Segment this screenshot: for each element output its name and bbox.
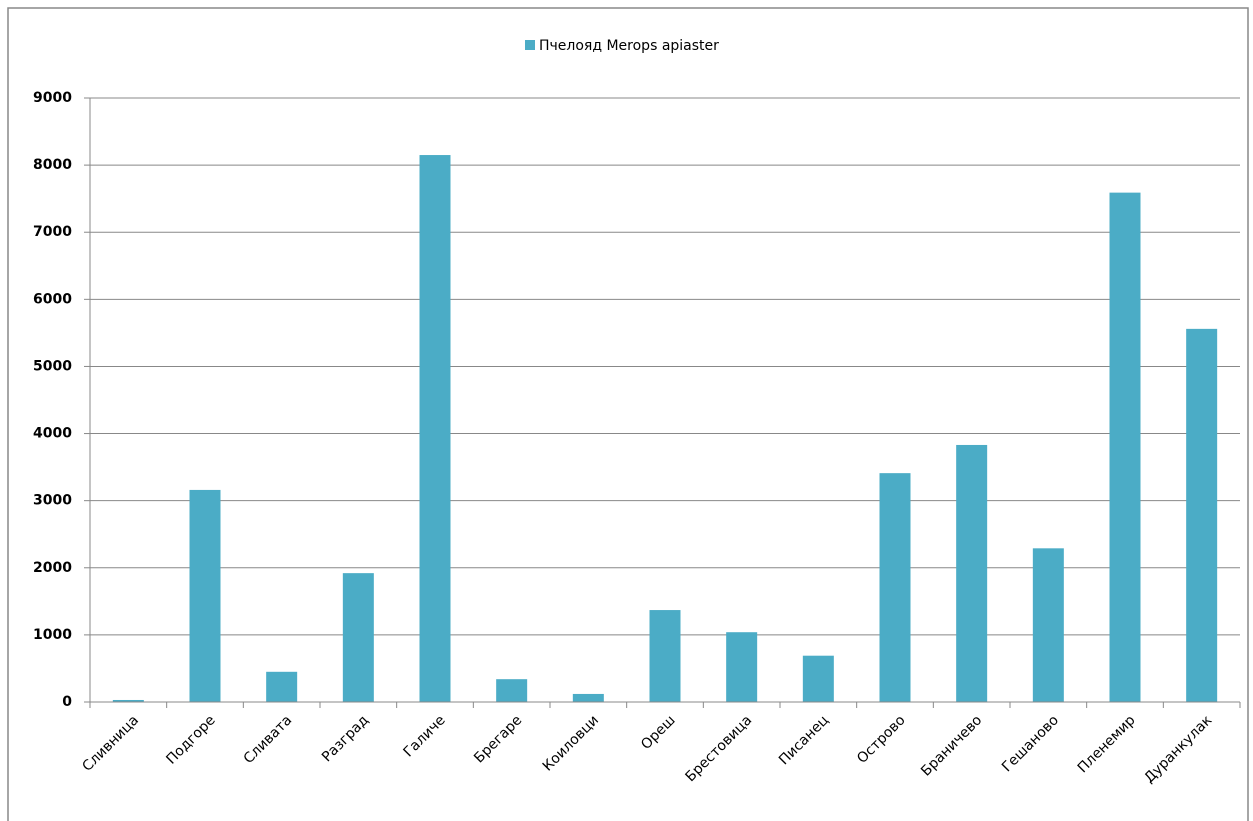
y-tick-label: 1000 [33,627,72,643]
y-tick-label: 3000 [33,493,72,509]
y-tick-label: 6000 [33,291,72,307]
legend-label: Пчелояд Merops apiaster [539,38,719,54]
bar [956,444,988,702]
y-tick-label: 2000 [33,560,72,576]
y-tick-label: 7000 [33,224,72,240]
bar [649,610,681,702]
legend-swatch [525,40,535,50]
bar [189,489,221,702]
bar [496,679,528,702]
y-tick-label: 8000 [33,157,72,173]
y-tick-label: 4000 [33,426,72,442]
bar [572,693,604,702]
bar [266,671,298,702]
bar [1109,192,1141,703]
bar [419,155,451,703]
bar [342,573,374,702]
bar [112,699,144,702]
y-tick-label: 0 [62,694,72,710]
bar [802,655,834,702]
bar [726,632,758,702]
y-tick-label: 5000 [33,358,72,374]
bar [879,473,911,702]
bar [1032,548,1064,702]
bar [1186,328,1218,702]
y-tick-label: 9000 [33,90,72,106]
